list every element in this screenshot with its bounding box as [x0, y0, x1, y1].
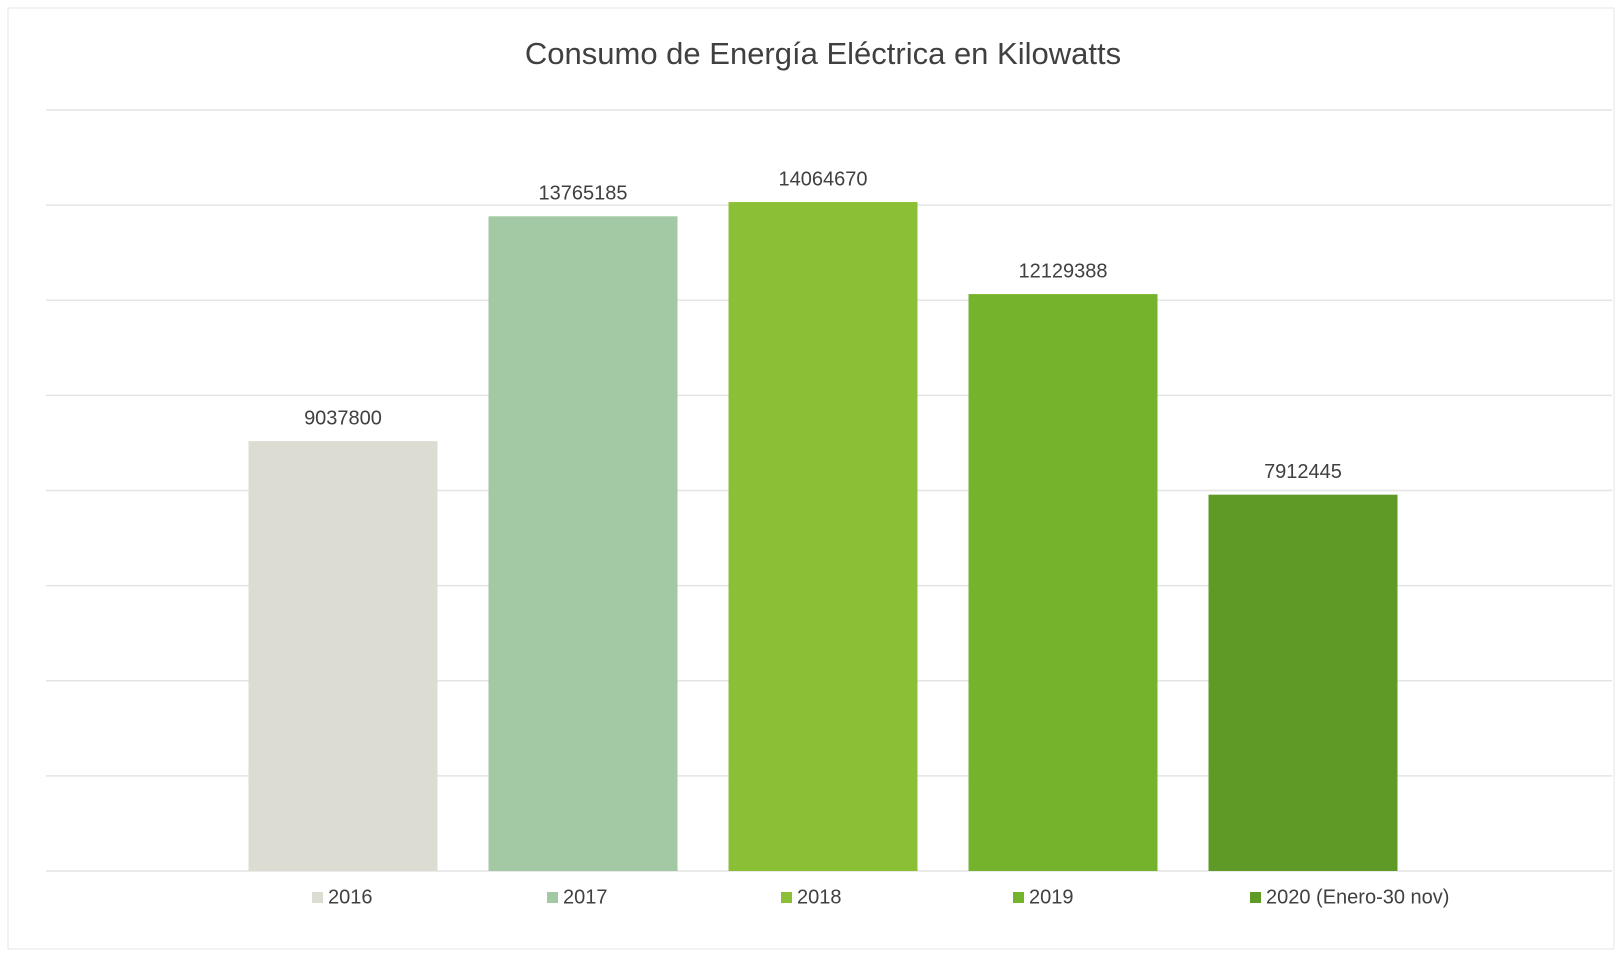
legend-swatch — [312, 892, 323, 903]
bar — [968, 294, 1158, 872]
data-label: 13765185 — [539, 183, 628, 205]
data-label: 12129388 — [1019, 260, 1108, 282]
bar — [1208, 494, 1398, 871]
legend-swatch — [1013, 892, 1024, 903]
legend-label: 2016 — [328, 886, 373, 908]
data-label: 9037800 — [304, 407, 382, 429]
bar — [248, 441, 438, 871]
data-label: 14064670 — [779, 168, 868, 190]
legend-label: 2020 (Enero-30 nov) — [1266, 886, 1449, 908]
legend-swatch — [1250, 892, 1261, 903]
legend-swatch — [547, 892, 558, 903]
data-label: 7912445 — [1264, 461, 1342, 483]
legend-label: 2018 — [797, 886, 842, 908]
legend-label: 2019 — [1029, 886, 1074, 908]
legend-label: 2017 — [563, 886, 608, 908]
chart-title: Consumo de Energía Eléctrica en Kilowatt… — [525, 36, 1121, 71]
bar — [488, 216, 678, 871]
legend-swatch — [781, 892, 792, 903]
bar — [728, 202, 918, 871]
